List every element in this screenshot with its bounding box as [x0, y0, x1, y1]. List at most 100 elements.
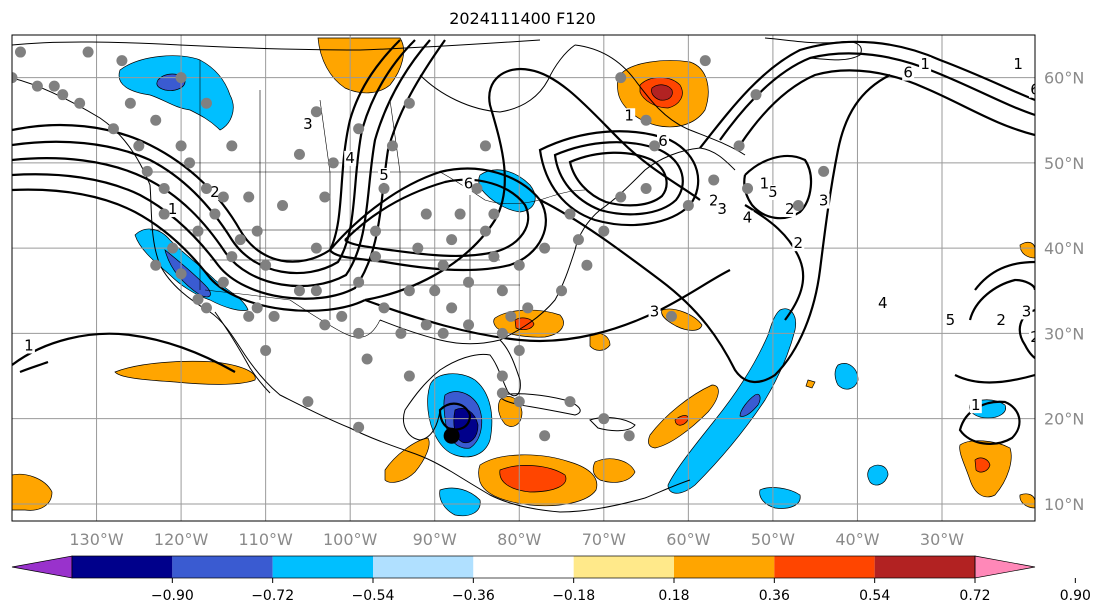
contour-label-bg	[22, 338, 35, 354]
colorbar-bin	[774, 556, 875, 578]
colorbar-extend-high	[974, 555, 1036, 579]
observation-dot	[395, 327, 407, 339]
observation-dot	[665, 310, 677, 322]
observation-dot	[82, 46, 94, 58]
contour-label: 2	[785, 200, 795, 218]
anomaly-blob-atlantic-core	[739, 393, 761, 417]
observation-dot	[293, 285, 305, 297]
observation-dot	[488, 251, 500, 263]
observation-dot	[277, 200, 289, 212]
longitude-tick-label: 110°W	[238, 530, 293, 549]
contour-label: 6	[903, 64, 913, 82]
border-provinces	[199, 60, 401, 173]
observation-dot	[556, 285, 568, 297]
observation-dot	[615, 72, 627, 84]
contour-label: 4	[743, 209, 753, 227]
graticule	[12, 35, 1035, 521]
observation-dot	[217, 191, 229, 203]
observation-dot	[251, 225, 263, 237]
contour-label: 6	[464, 174, 474, 192]
anomaly-blob-venezuela	[592, 458, 636, 483]
border-us-mexico	[204, 289, 381, 338]
coastline-cuba	[499, 393, 581, 416]
latitude-tick-label: 30°N	[1044, 324, 1084, 343]
longitude-tick-label: 90°W	[413, 530, 457, 549]
longitude-tick-label: 120°W	[154, 530, 209, 549]
contour-label: 5	[379, 166, 389, 184]
observation-dot	[403, 97, 415, 109]
observation-dot	[539, 242, 551, 254]
contour-label-bg	[969, 398, 982, 414]
contour-label: 1	[168, 200, 178, 218]
observation-dot	[446, 234, 458, 246]
observation-dot	[403, 285, 415, 297]
observation-dot	[217, 276, 229, 288]
anomaly-blob-east-atlantic	[834, 363, 859, 390]
colorbar-tick-label: 0.90	[1060, 588, 1091, 604]
contour-low-labrador-1	[538, 130, 700, 227]
colorbar-bin	[473, 556, 574, 578]
contour-label-bg	[378, 167, 390, 183]
anomaly-blob-nw-canada	[118, 55, 234, 131]
anomaly-blob-small-east	[867, 464, 889, 486]
observation-dot	[598, 413, 610, 425]
colorbar-bin	[573, 556, 674, 578]
observation-stations	[12, 46, 830, 442]
observation-dot	[251, 302, 263, 314]
contour-label-bg	[758, 176, 771, 192]
observation-dot	[310, 106, 322, 118]
colorbar-tick-label: 0.36	[759, 588, 790, 604]
contour-label-bg	[344, 150, 357, 166]
map-title: 2024111400 F120	[449, 9, 596, 28]
observation-dot	[260, 344, 272, 356]
observation-dot	[682, 200, 694, 212]
observation-dot	[226, 251, 238, 263]
anomaly-negative-fields	[118, 55, 1006, 517]
contour-label: 3	[1022, 302, 1032, 320]
observation-dot	[12, 72, 18, 84]
contour-label: 5	[768, 183, 778, 201]
observation-dot	[742, 182, 754, 194]
contour-atlantic-2	[699, 40, 1035, 149]
observation-dot	[370, 251, 382, 263]
observation-dot	[158, 182, 170, 194]
contour-central-loop-2	[344, 178, 530, 258]
contour-label-bg	[817, 193, 830, 209]
colorbar-tick-label: 0.72	[959, 588, 990, 604]
contour-central-loop-1	[329, 167, 547, 272]
colorbar-tick-label: −0.90	[151, 588, 194, 604]
observation-dot	[175, 140, 187, 152]
contour-label: 1	[24, 336, 34, 354]
contour-label: 2	[210, 183, 220, 201]
anomaly-blob-baja	[114, 360, 256, 385]
colorbar-tick-label: 0.18	[658, 588, 689, 604]
observation-dot	[615, 191, 627, 203]
coastline-arctic	[12, 39, 541, 51]
observation-dot	[488, 208, 500, 220]
longitude-tick-label: 50°W	[751, 530, 795, 549]
observation-dot	[200, 182, 212, 194]
observation-dot	[319, 191, 331, 203]
observation-dot	[133, 140, 145, 152]
observation-dot	[319, 319, 331, 331]
observation-dot	[437, 259, 449, 271]
longitude-tick-label: 30°W	[920, 530, 964, 549]
colorbar-bin	[72, 556, 173, 578]
anomaly-blob-east-edge-2	[1019, 493, 1035, 509]
observation-dot	[446, 302, 458, 314]
longitude-tick-label: 80°W	[497, 530, 541, 549]
contour-label: 1	[971, 396, 981, 414]
contour-label: 1	[624, 106, 634, 124]
observation-dot	[184, 157, 196, 169]
contour-label-bg	[301, 116, 314, 132]
observation-dot	[598, 225, 610, 237]
coastline-south-america	[644, 479, 691, 499]
contour-atlantic-3	[719, 52, 1035, 141]
observation-dot	[260, 259, 272, 271]
contour-label: 2	[793, 234, 803, 252]
observation-dot	[353, 327, 365, 339]
contour-atlantic-6	[744, 204, 805, 321]
anomaly-blob-central-canada	[317, 37, 404, 94]
contour-gulf-loop	[438, 402, 472, 431]
